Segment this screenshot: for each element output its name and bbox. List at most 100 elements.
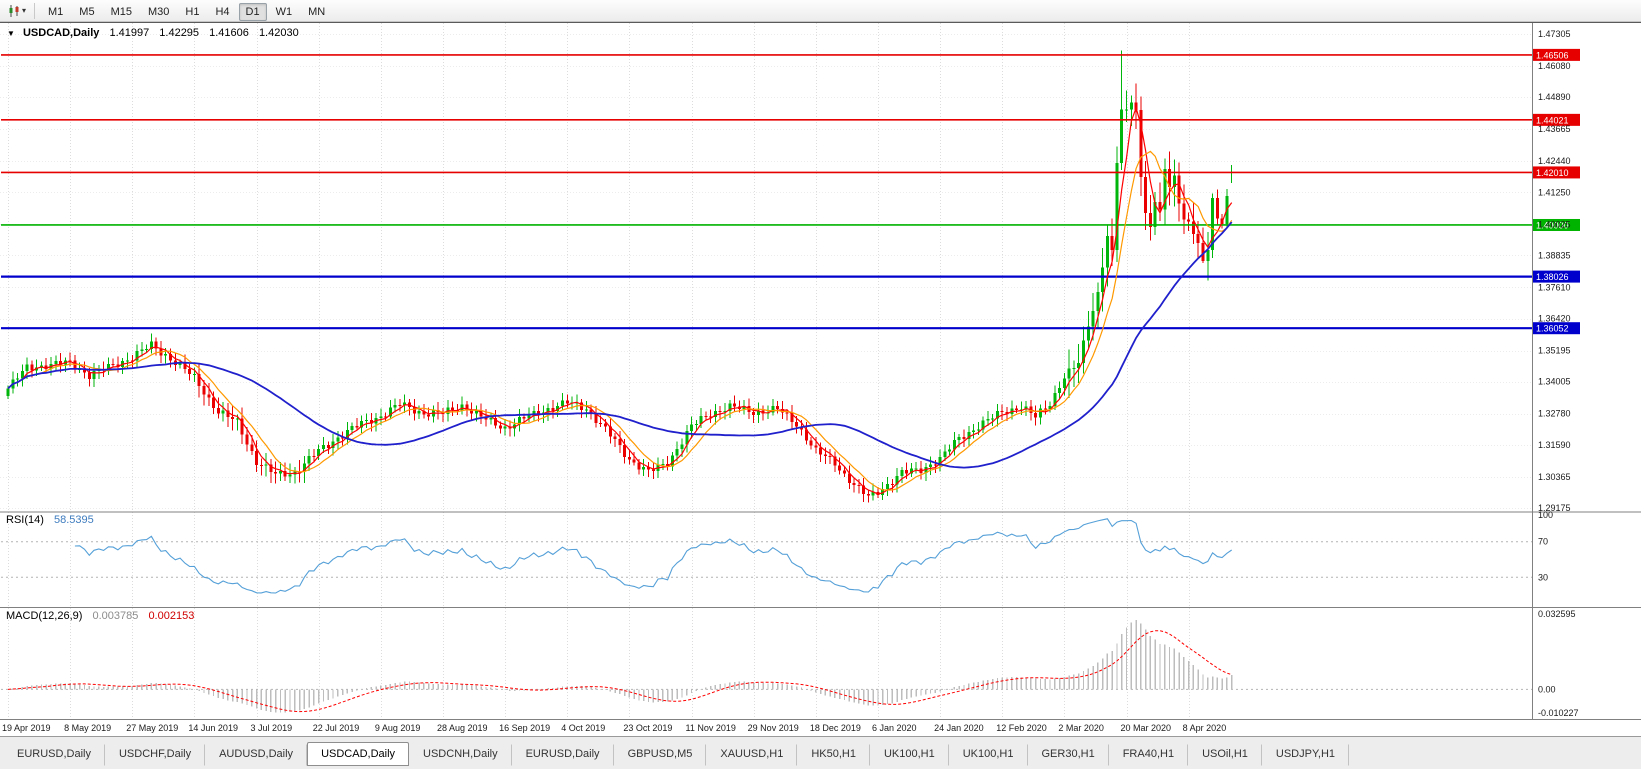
hline-1.40000[interactable]: 1.40000 [1,218,1580,231]
svg-text:1.35195: 1.35195 [1538,346,1571,356]
rsi-name: RSI(14) [6,514,44,526]
quote-collapse-icon[interactable]: ▼ [7,29,15,38]
timeframe-button-m30[interactable]: M30 [147,5,170,18]
svg-text:22 Jul 2019: 22 Jul 2019 [313,723,360,733]
chart-tab-gbpusd-m5[interactable]: GBPUSD,M5 [614,744,707,766]
rsi-value: 58.5395 [53,514,94,526]
chart-tab-uk100-h1[interactable]: UK100,H1 [870,744,949,766]
macd-main-value: 0.003785 [92,610,139,622]
chart-tab-uk100-h1[interactable]: UK100,H1 [949,744,1028,766]
timeframe-button-m15[interactable]: M15 [110,5,132,18]
price-line-tag[interactable] [1533,113,1580,126]
price-chart-canvas[interactable]: 1.46506 1.44021 1.42010 1.40000 1.38026 1.360… [0,23,1641,737]
svg-text:100: 100 [1538,510,1553,520]
hline-1.46506[interactable]: 1.46506 [1,48,1580,61]
svg-text:20 Mar 2020: 20 Mar 2020 [1121,723,1172,733]
chart-type-dropdown-caret-icon[interactable]: ▾ [22,5,27,15]
svg-text:28 Aug 2019: 28 Aug 2019 [437,723,488,733]
chart-tab-usdcad-daily[interactable]: USDCAD,Daily [307,742,410,766]
svg-text:6 Jan 2020: 6 Jan 2020 [872,723,917,733]
price-line-tag[interactable] [1533,166,1580,179]
candlestick-chart-icon [9,4,19,17]
timeframe-button-d1[interactable]: D1 [238,2,267,21]
hline-1.44021[interactable]: 1.44021 [1,113,1580,126]
moving-average-slow [7,221,1233,469]
hline-1.36052[interactable]: 1.36052 [1,322,1580,335]
moving-average-medium [7,150,1233,491]
svg-text:1.38026: 1.38026 [1536,272,1569,282]
price-line-tag[interactable] [1533,322,1580,335]
price-axis-labels: 1.47305 1.46080 1.44890 1.43665 1.42440 1.412… [1538,29,1571,513]
svg-text:1.47305: 1.47305 [1538,29,1571,39]
quote-high: 1.42295 [159,27,200,39]
chart-tab-usdjpy-h1[interactable]: USDJPY,H1 [1262,744,1350,766]
quote-close: 1.42030 [258,27,299,39]
svg-text:1.34005: 1.34005 [1538,377,1571,387]
svg-text:1.30365: 1.30365 [1538,472,1571,482]
svg-text:3 Jul 2019: 3 Jul 2019 [251,723,293,733]
toolbar-separator [34,2,36,19]
chart-tab-usoil-h1[interactable]: USOil,H1 [1188,744,1262,766]
timeframe-button-h4[interactable]: H4 [215,5,230,18]
timeframe-button-h1[interactable]: H1 [185,5,200,18]
chart-tab-xauusd-h1[interactable]: XAUUSD,H1 [706,744,798,766]
svg-text:24 Jan 2020: 24 Jan 2020 [934,723,984,733]
macd-axis-labels: 0.032595 0.00 -0.010227 [1538,609,1579,718]
svg-text:30: 30 [1538,572,1548,582]
macd-histogram [12,619,1233,713]
svg-text:1.40025: 1.40025 [1538,219,1571,229]
svg-text:1.46506: 1.46506 [1536,50,1569,60]
hline-1.42010[interactable]: 1.42010 [1,166,1580,179]
svg-text:14 Jun 2019: 14 Jun 2019 [188,723,238,733]
rsi-line [74,518,1233,594]
horizontal-level-lines[interactable]: 1.46506 1.44021 1.42010 1.40000 1.38026 1.360… [1,48,1580,335]
svg-text:23 Oct 2019: 23 Oct 2019 [623,723,672,733]
svg-text:1.42440: 1.42440 [1538,156,1571,166]
svg-text:8 Apr 2020: 8 Apr 2020 [1183,723,1227,733]
chart-tab-bar: EURUSD,Daily USDCHF,Daily AUDUSD,Daily USDC… [0,736,1641,769]
svg-text:1.43665: 1.43665 [1538,124,1571,134]
chart-tab-usdcnh-daily[interactable]: USDCNH,Daily [409,744,512,766]
price-line-tag[interactable] [1533,218,1580,231]
svg-text:11 Nov 2019: 11 Nov 2019 [686,723,736,733]
chart-tab-audusd-daily[interactable]: AUDUSD,Daily [205,744,308,766]
timeframe-button-mn[interactable]: MN [308,5,326,18]
macd-signal-value: 0.002153 [148,610,195,622]
chart-tab-eurusd-daily[interactable]: EURUSD,Daily [3,744,105,766]
chart-tab-hk50-h1[interactable]: HK50,H1 [797,744,870,766]
svg-text:16 Sep 2019: 16 Sep 2019 [499,723,550,733]
price-line-tag[interactable] [1533,48,1580,61]
chart-type-icon[interactable]: ▾ [4,3,29,19]
chart-tab-ger30-h1[interactable]: GER30,H1 [1028,744,1109,766]
svg-text:8 May 2019: 8 May 2019 [64,723,111,733]
macd-name: MACD(12,26,9) [6,610,83,622]
svg-text:0.00: 0.00 [1538,684,1556,694]
svg-text:1.32780: 1.32780 [1538,409,1571,419]
moving-average-fast [7,105,1233,495]
svg-text:1.31590: 1.31590 [1538,440,1571,450]
chart-window[interactable]: 1.46506 1.44021 1.42010 1.40000 1.38026 1.360… [0,22,1641,736]
svg-text:18 Dec 2019: 18 Dec 2019 [810,723,861,733]
svg-text:1.36052: 1.36052 [1536,324,1569,334]
svg-text:1.36420: 1.36420 [1538,314,1571,324]
svg-text:29 Nov 2019: 29 Nov 2019 [748,723,799,733]
svg-text:27 May 2019: 27 May 2019 [126,723,178,733]
hline-1.38026[interactable]: 1.38026 [1,270,1580,283]
svg-text:70: 70 [1538,537,1548,547]
svg-text:9 Aug 2019: 9 Aug 2019 [375,723,421,733]
timeframe-button-m1[interactable]: M1 [48,5,64,18]
panel-separators [0,23,1641,720]
top-toolbar: ▾ M1 M5 M15 M30 H1 H4 D1 W1 MN [0,0,1641,22]
svg-text:1.29175: 1.29175 [1538,503,1571,513]
chart-tab-usdchf-daily[interactable]: USDCHF,Daily [105,744,206,766]
svg-text:1.42010: 1.42010 [1536,168,1569,178]
svg-text:1.44021: 1.44021 [1536,115,1569,125]
price-line-tag[interactable] [1533,270,1580,283]
macd-panel [1,619,1532,713]
svg-text:2 Mar 2020: 2 Mar 2020 [1058,723,1104,733]
chart-tab-eurusd-daily[interactable]: EURUSD,Daily [512,744,614,766]
chart-tab-fra40-h1[interactable]: FRA40,H1 [1109,744,1189,766]
timeframe-button-w1[interactable]: W1 [275,5,293,18]
timeframe-button-m5[interactable]: M5 [79,5,95,18]
